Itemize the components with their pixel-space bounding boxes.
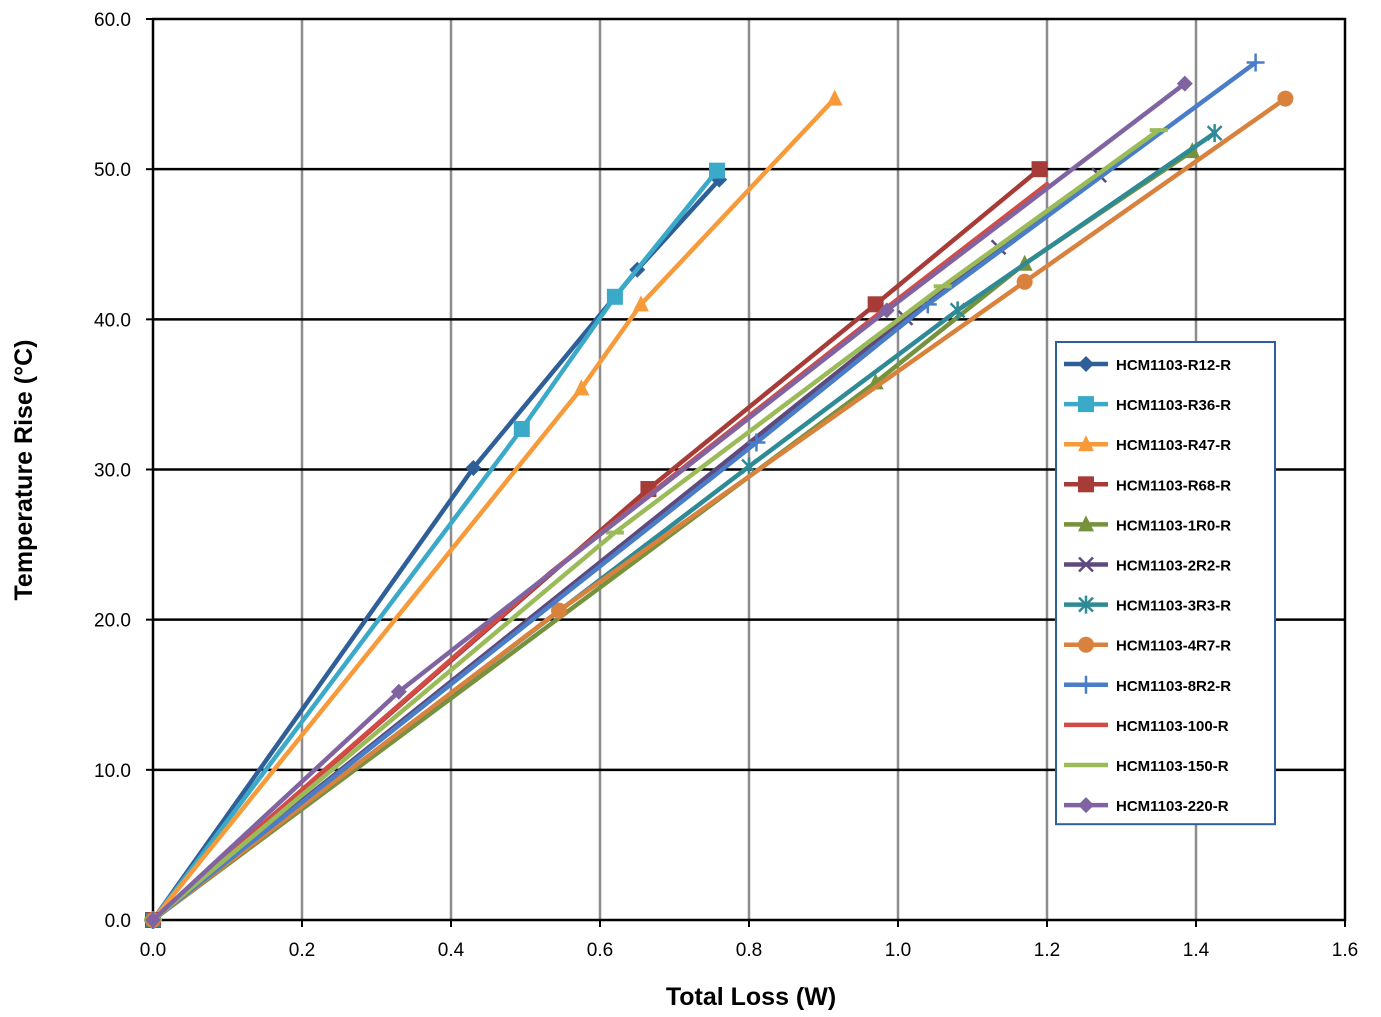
y-axis-ticks: 0.0 10.0 20.0 30.0 40.0 50.0 60.0 [94,10,153,932]
series-line [150,60,1258,923]
legend-swatch-marker [1078,356,1094,372]
legend-swatch-marker [1078,636,1094,653]
data-point [145,912,161,928]
series-line [150,81,1188,923]
legend-swatch-marker [1077,675,1095,694]
data-point [632,295,649,312]
series-line [150,96,1288,923]
y-tick-label: 10.0 [94,761,131,782]
data-point [1246,53,1265,72]
series-line [150,96,837,923]
series-line [150,168,720,923]
x-tick-label: 1.0 [885,940,911,961]
legend-item: HCM1103-1R0-R [1064,515,1231,534]
legend-item: HCM1103-R68-R [1064,476,1231,494]
data-point [708,162,725,179]
legend-label: HCM1103-R12-R [1116,357,1231,374]
y-tick-label: 60.0 [94,10,131,31]
data-point [465,459,482,476]
x-axis-ticks: 0.0 0.2 0.4 0.6 0.8 1.0 1.2 1.4 1.6 [140,920,1358,961]
x-tick-label: 0.8 [736,940,762,961]
data-point [551,602,568,619]
legend-label: HCM1103-R47-R [1116,437,1231,454]
legend-label: HCM1103-4R7-R [1116,638,1231,655]
data-point [1031,161,1048,178]
x-tick-label: 0.0 [140,940,166,961]
x-tick-label: 1.6 [1332,940,1358,961]
legend-item: HCM1103-R47-R [1064,435,1231,454]
data-point [867,296,884,313]
legend-item: HCM1103-100-R [1064,718,1229,735]
legend-item: HCM1103-4R7-R [1064,636,1231,655]
x-tick-label: 1.4 [1183,940,1210,961]
data-point [747,433,766,452]
y-tick-label: 50.0 [94,160,131,181]
legend-swatch-marker [1078,556,1094,573]
data-point [1206,124,1223,143]
data-point [1176,75,1193,92]
legend-swatch-marker [1078,797,1094,814]
data-point [605,530,624,535]
data-point [573,379,590,396]
legend-swatch-marker [1078,476,1094,493]
x-tick-label: 0.6 [587,940,613,961]
legend-item: HCM1103-150-R [1064,758,1229,775]
series-hcm1103-220-r [145,75,1193,928]
legend-swatch-marker [1078,396,1094,413]
data-point [949,301,966,320]
legend-box [1055,341,1276,826]
legend-label: HCM1103-R68-R [1116,477,1231,494]
legend-swatch-marker [1077,763,1095,767]
legend-label: HCM1103-2R2-R [1116,558,1231,575]
x-axis-title: Total Loss (W) [666,983,836,1011]
legend: HCM1103-R12-R HCM1103-R36-R HCM1103-R47-R H… [1055,341,1276,826]
data-point [826,89,843,106]
y-axis-title: Temperature Rise (°C) [10,340,38,601]
data-point [390,683,407,700]
legend-label: HCM1103-100-R [1116,718,1229,735]
legend-item: HCM1103-3R3-R [1064,595,1231,615]
legend-label: HCM1103-220-R [1116,798,1229,815]
legend-item: HCM1103-8R2-R [1064,675,1231,695]
legend-item: HCM1103-R36-R [1064,396,1231,414]
y-tick-label: 30.0 [94,461,131,482]
legend-swatch-marker [1078,595,1094,614]
legend-item: HCM1103-220-R [1064,797,1229,815]
legend-label: HCM1103-150-R [1116,758,1229,775]
series-hcm1103-r47-r [145,89,843,927]
x-tick-label: 0.4 [438,940,465,961]
data-point [1277,90,1294,107]
legend-swatch-marker [1078,435,1094,452]
legend-label: HCM1103-3R3-R [1116,598,1231,615]
y-tick-label: 0.0 [105,911,131,932]
data-point [606,288,623,305]
y-tick-label: 20.0 [94,611,131,632]
series-line [150,127,1161,923]
data-point [513,420,530,437]
legend-item: HCM1103-2R2-R [1064,556,1231,575]
y-tick-label: 40.0 [94,310,131,331]
data-point [1149,128,1168,133]
data-point [933,284,952,289]
legend-label: HCM1103-8R2-R [1116,678,1231,695]
data-point [1016,273,1033,290]
legend-label: HCM1103-R36-R [1116,397,1231,414]
legend-item: HCM1103-R12-R [1064,356,1231,374]
series-layer [144,53,1294,929]
x-tick-label: 1.2 [1034,940,1060,961]
x-tick-label: 0.2 [289,940,315,961]
data-point [878,302,895,319]
legend-label: HCM1103-1R0-R [1116,517,1231,534]
legend-swatch-marker [1078,515,1094,532]
series-line [150,177,722,923]
